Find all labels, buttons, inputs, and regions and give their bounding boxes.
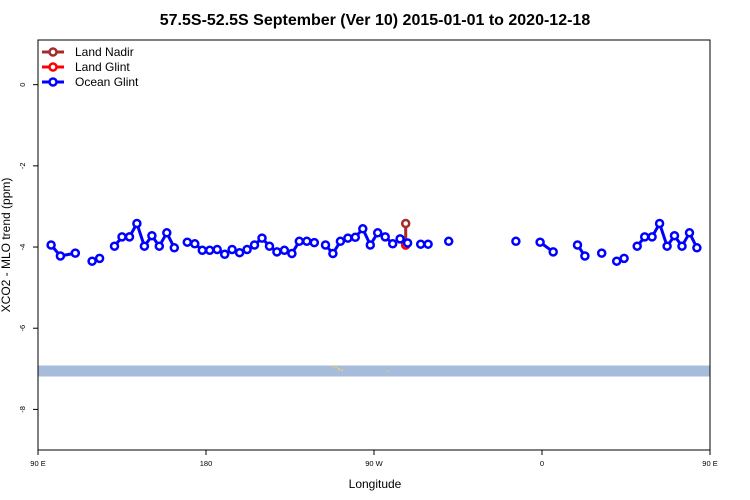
data-point-ocean-glint [169,243,180,253]
series-layer [46,218,702,266]
data-point-ocean-glint [117,232,127,242]
series-ocean-glint [46,218,702,266]
y-tick-label: 0 [18,83,27,87]
data-point-ocean-glint [147,230,157,241]
data-point-ocean-glint [677,241,687,251]
data-point-ocean-glint [611,256,622,266]
data-point-ocean-glint [190,239,200,249]
legend-marker-ocean-glint [48,77,58,87]
data-point-ocean-glint [423,239,433,249]
data-point-ocean-glint [654,218,665,229]
data-point-ocean-glint [249,240,260,250]
data-point-ocean-glint [596,248,607,258]
data-point-ocean-glint [154,241,165,251]
data-point-ocean-glint [372,228,383,238]
data-point-ocean-glint [632,241,642,251]
data-point-ocean-glint [294,236,305,247]
legend-marker-land-glint [48,62,58,72]
y-tick-label: -2 [18,163,27,170]
data-point-ocean-glint [511,236,521,247]
data-point-ocean-glint [70,248,81,258]
data-point-ocean-glint [309,237,320,248]
data-point-ocean-glint [647,232,657,242]
data-point-ocean-glint [535,237,545,247]
data-point-ocean-glint [139,241,150,251]
data-point-ocean-glint [335,236,346,247]
x-tick-label: 0 [540,459,544,468]
y-tick-label: -4 [18,244,27,251]
data-point-ocean-glint [443,236,454,247]
data-point-ocean-glint [219,249,230,260]
legend-label-land-glint: Land Glint [75,60,130,74]
legend-label-ocean-glint: Ocean Glint [75,75,139,89]
data-point-land-nadir [400,218,411,229]
data-point-ocean-glint [548,247,558,257]
data-point-ocean-glint [279,245,290,256]
data-point-ocean-glint [109,241,120,251]
x-axis-label: Longitude [349,477,402,491]
data-point-ocean-glint [662,241,672,251]
y-axis-label: XCO2 - MLO trend (ppm) [0,178,13,313]
data-point-ocean-glint [227,244,237,255]
data-point-ocean-glint [365,240,376,250]
x-tick-label: 90 E [30,459,45,468]
data-point-ocean-glint [572,240,583,250]
data-point-ocean-glint [46,240,56,250]
data-point-ocean-glint [55,251,66,261]
data-point-ocean-glint [320,240,331,250]
data-point-ocean-glint [639,232,650,242]
data-point-ocean-glint [132,218,142,229]
data-point-ocean-glint [197,245,208,256]
data-point-ocean-glint [257,233,267,243]
data-point-ocean-glint [395,234,405,244]
data-point-ocean-glint [182,237,193,247]
data-point-ocean-glint [264,241,275,251]
data-point-ocean-glint [402,238,413,248]
data-point-ocean-glint [619,253,629,264]
data-point-ocean-glint [94,253,105,264]
data-point-ocean-glint [87,256,97,266]
data-point-ocean-glint [669,230,680,241]
data-point-ocean-glint [212,244,222,255]
y-axis-ticks: 0 -2 -4 -6 -8 [18,83,38,413]
data-point-ocean-glint [272,247,282,257]
data-point-ocean-glint [328,248,338,259]
data-point-ocean-glint [415,239,426,249]
x-tick-label: 90 W [365,459,383,468]
chart-title: 57.5S-52.5S September (Ver 10) 2015-01-0… [160,12,591,29]
legend-label-land-nadir: Land Nadir [75,45,134,59]
map-land-specks [332,365,389,372]
data-point-ocean-glint [580,251,590,261]
y-tick-label: -6 [18,325,27,332]
data-point-ocean-glint [302,236,312,247]
data-point-ocean-glint [242,244,252,255]
data-point-ocean-glint [358,224,368,234]
data-point-ocean-glint [684,228,695,238]
data-point-ocean-glint [692,243,702,253]
data-point-ocean-glint [380,232,390,242]
data-point-ocean-glint [387,239,398,249]
legend-marker-land-nadir [48,47,58,57]
data-point-ocean-glint [350,232,361,243]
x-axis-ticks: 90 E 180 90 W 0 90 E [30,450,718,468]
data-point-ocean-glint [204,245,215,256]
data-point-ocean-glint [343,233,353,243]
map-strip [38,365,710,377]
data-point-ocean-glint [287,248,297,259]
x-tick-label: 180 [200,459,213,468]
y-tick-label: -8 [18,406,27,413]
data-point-ocean-glint [124,232,135,242]
x-tick-label: 90 E [702,459,717,468]
data-point-ocean-glint [162,228,172,238]
data-point-ocean-glint [234,247,245,258]
